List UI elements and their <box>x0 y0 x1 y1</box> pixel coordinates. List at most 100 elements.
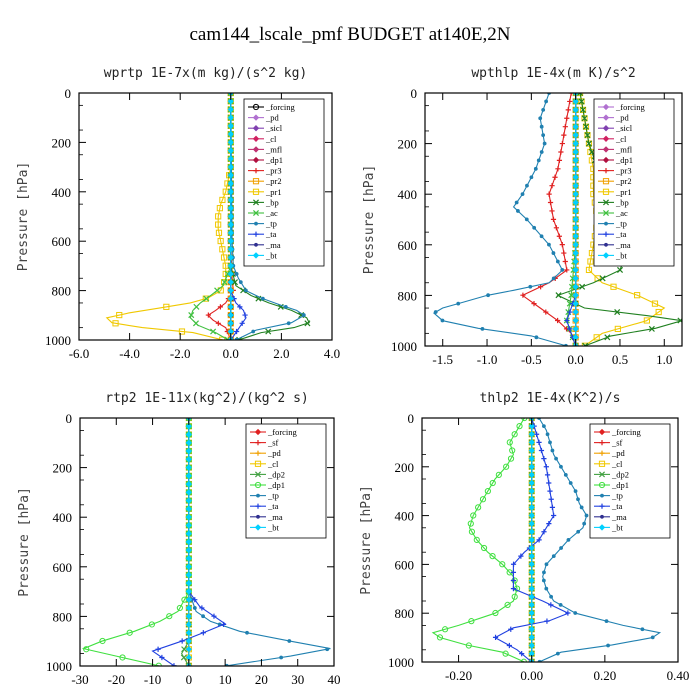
data-point <box>510 569 517 575</box>
legend-label: _pr1 <box>615 187 632 197</box>
data-point <box>528 642 535 649</box>
data-point <box>185 596 193 603</box>
legend-label: _forcing <box>267 427 298 437</box>
data-point <box>549 504 556 510</box>
legend-marker <box>602 146 610 153</box>
series-line-tp <box>230 93 306 340</box>
legend-label: _mfl <box>265 144 283 154</box>
data-point <box>178 328 186 335</box>
legend-marker <box>255 450 261 456</box>
legend-marker <box>252 199 260 206</box>
data-point <box>562 124 568 130</box>
data-point <box>192 606 197 610</box>
x-tick-label: -4.0 <box>119 346 140 361</box>
data-point <box>572 283 579 290</box>
data-point <box>199 605 205 611</box>
data-point <box>593 334 600 341</box>
data-point <box>565 610 571 616</box>
data-point <box>610 283 617 290</box>
series-group <box>81 418 331 666</box>
data-point <box>185 563 193 570</box>
data-point <box>582 123 590 130</box>
x-tick-label: -30 <box>71 672 88 687</box>
data-point <box>301 313 306 317</box>
data-point <box>546 521 552 527</box>
data-point <box>528 418 535 422</box>
y-tick-label: 800 <box>52 284 72 299</box>
data-point <box>509 447 516 454</box>
x-tick-label: -6.0 <box>69 346 90 361</box>
data-point <box>556 157 563 163</box>
legend-box <box>593 98 675 267</box>
data-point <box>528 496 535 503</box>
x-tick-label: 2.0 <box>273 346 289 361</box>
data-point <box>502 650 509 657</box>
plot-frame <box>421 417 679 663</box>
data-point <box>551 251 556 255</box>
data-point <box>584 132 591 139</box>
data-point <box>227 172 234 179</box>
data-point <box>541 133 546 138</box>
legend-label: _ta <box>265 229 277 239</box>
legend-label: _bt <box>611 522 624 532</box>
data-point <box>185 580 193 587</box>
y-tick-label: 600 <box>398 238 418 253</box>
legend-label: _bt <box>615 250 628 260</box>
y-tick-label: 200 <box>53 461 73 476</box>
data-point <box>572 266 579 274</box>
legend-marker <box>602 156 610 164</box>
data-point <box>555 317 561 324</box>
legend-label: _dp1 <box>615 155 633 165</box>
data-point <box>572 174 579 181</box>
legend-marker <box>602 135 610 142</box>
data-point <box>467 520 474 527</box>
data-point <box>544 99 549 104</box>
legend-label: _mfl <box>615 144 633 154</box>
data-point <box>572 98 579 105</box>
data-point <box>179 638 185 644</box>
data-point <box>528 520 535 527</box>
data-point <box>279 655 284 660</box>
legend-label: _dp2 <box>267 469 285 479</box>
data-point <box>567 309 573 315</box>
data-point <box>480 544 488 552</box>
legend-label: _dp1 <box>265 155 283 165</box>
y-axis-label: Pressure [hPa] <box>362 165 377 275</box>
data-point <box>516 209 520 213</box>
data-point <box>558 149 564 155</box>
y-tick-label: 400 <box>52 185 72 200</box>
legend-marker <box>256 514 260 519</box>
data-point <box>545 432 550 437</box>
y-tick-label: 1000 <box>391 339 417 354</box>
data-point <box>192 320 200 327</box>
data-point <box>587 258 594 265</box>
legend-label: _pd <box>267 448 282 458</box>
data-point <box>227 303 234 311</box>
data-point <box>499 561 506 568</box>
data-point <box>298 312 305 319</box>
chart-panel-2: wpthlp 1E-4x(m K)/s^2 Pressure [hPa] 0 200 4… <box>362 66 683 367</box>
legend-label: _sf <box>611 438 623 448</box>
data-point <box>528 504 535 511</box>
legend-label: _dp1 <box>267 480 285 490</box>
data-point <box>185 513 193 521</box>
legend-label: _ta <box>611 501 623 511</box>
data-point <box>227 139 234 146</box>
data-point <box>479 496 487 503</box>
data-point <box>643 317 650 324</box>
x-tick-label: -20 <box>108 672 125 687</box>
data-point <box>440 318 445 323</box>
data-point <box>441 626 449 633</box>
data-point <box>561 132 567 138</box>
legend-label: _ma <box>267 512 283 522</box>
data-point <box>148 621 155 628</box>
data-point <box>572 241 579 248</box>
data-point <box>470 512 477 519</box>
panel-title: rtp2 1E-11x(kg^2)/(kg^2 s) <box>105 391 309 406</box>
data-point <box>180 654 187 661</box>
data-point <box>185 637 193 645</box>
legend-label: _cl <box>265 134 277 144</box>
data-point <box>555 651 560 656</box>
legend-marker <box>598 471 606 478</box>
series-line-bp <box>556 93 682 346</box>
